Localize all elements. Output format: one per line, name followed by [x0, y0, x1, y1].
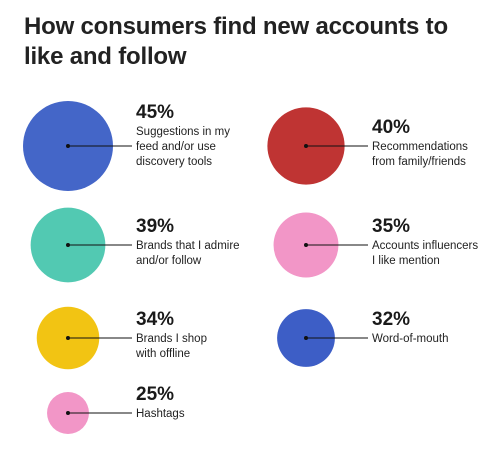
category-label: I like mention [372, 255, 440, 267]
category-label: feed and/or use [136, 141, 216, 153]
leader-dot [304, 243, 308, 247]
leader-dot [66, 144, 70, 148]
bubble-item: 40% Recommendations from family/friends [267, 107, 468, 185]
category-label: Suggestions in my [136, 126, 230, 138]
category-label: Word-of-mouth [372, 333, 448, 345]
bubble-item: 39% Brands that I admire and/or follow [30, 207, 240, 283]
chart-title: How consumers find new accounts to like … [24, 13, 448, 70]
category-label: from family/friends [372, 156, 466, 168]
percent-label: 25% [136, 384, 174, 405]
leader-dot [304, 144, 308, 148]
bubble-item: 25% Hashtags [47, 384, 185, 434]
leader-dot [66, 411, 70, 415]
category-label: with offline [135, 348, 190, 360]
category-label: Accounts influencers [372, 240, 478, 252]
category-label: Hashtags [136, 408, 185, 420]
category-label: Brands that I admire [136, 240, 240, 252]
bubble-item: 34% Brands I shop with offline [36, 306, 207, 370]
percent-label: 35% [372, 216, 410, 237]
leader-dot [66, 243, 70, 247]
percent-label: 40% [372, 117, 410, 138]
bubble-item: 45% Suggestions in my feed and/or use disco… [23, 101, 230, 191]
percent-label: 45% [136, 102, 174, 123]
leader-dot [304, 336, 308, 340]
percent-label: 34% [136, 309, 174, 330]
leader-dot [66, 336, 70, 340]
category-label: discovery tools [136, 156, 212, 168]
bubble-item: 35% Accounts influencers I like mention [273, 212, 478, 278]
percent-label: 32% [372, 309, 410, 330]
percent-label: 39% [136, 216, 174, 237]
category-label: and/or follow [136, 255, 202, 267]
category-label: Recommendations [372, 141, 468, 153]
category-label: Brands I shop [136, 333, 207, 345]
bubble-item: 32% Word-of-mouth [277, 309, 448, 367]
